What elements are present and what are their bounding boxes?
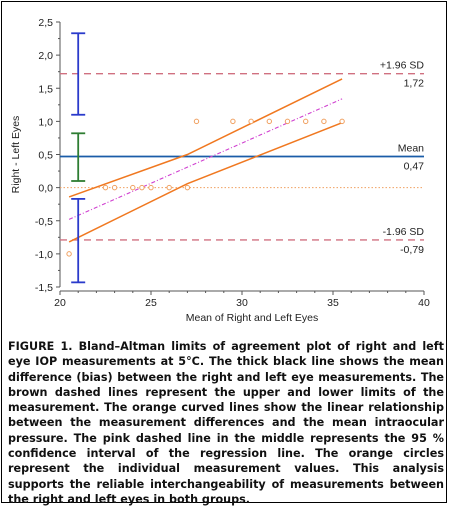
regression-ci-upper bbox=[68, 78, 343, 198]
y-tick-label: 1,0 bbox=[38, 116, 53, 128]
data-point bbox=[284, 118, 291, 125]
lower-loa-value: -0,79 bbox=[400, 244, 424, 256]
data-point bbox=[303, 118, 309, 125]
regression-line bbox=[68, 98, 343, 220]
bland-altman-plot: -1,5 -1,0 -0,5 0,0 0,5 1,0 1,5 2,0 2,5 20 25 30 35 40… bbox=[10, 17, 430, 324]
data-point bbox=[248, 118, 254, 125]
data-point bbox=[184, 184, 191, 191]
y-tick-label: -0,5 bbox=[35, 216, 53, 228]
data-point bbox=[139, 184, 145, 191]
caption-lead: FIGURE 1. bbox=[8, 340, 73, 353]
plot-axes: -1,5 -1,0 -0,5 0,0 0,5 1,0 1,5 2,0 2,5 20 25 30 35 40… bbox=[10, 17, 430, 324]
regression-ci-lower bbox=[68, 122, 343, 243]
data-point bbox=[66, 251, 72, 257]
data-point bbox=[148, 184, 154, 191]
y-tick-label: 0,5 bbox=[38, 150, 53, 162]
line-labels: +1.96 SD 1,72 Mean 0,47 -1.96 SD -0,79 bbox=[380, 60, 424, 256]
x-tick-label: 35 bbox=[327, 297, 339, 309]
y-tick-label: 1,5 bbox=[38, 83, 53, 95]
caption-text: Bland–Altman limits of agreement plot of… bbox=[8, 340, 444, 506]
data-point bbox=[230, 118, 236, 125]
y-tick-label: 2,5 bbox=[38, 17, 53, 29]
data-point bbox=[193, 118, 200, 125]
lower-loa-label: -1.96 SD bbox=[383, 226, 425, 238]
data-point bbox=[130, 184, 136, 191]
y-tick-label: -1,0 bbox=[35, 249, 53, 261]
data-point bbox=[321, 118, 327, 125]
y-tick-label: -1,5 bbox=[35, 282, 53, 294]
upper-loa-label: +1.96 SD bbox=[380, 60, 424, 72]
data-point bbox=[266, 118, 272, 125]
upper-loa-value: 1,72 bbox=[404, 78, 425, 90]
mean-value: 0,47 bbox=[404, 160, 425, 172]
x-tick-label: 30 bbox=[236, 297, 248, 309]
data-point bbox=[166, 184, 172, 191]
y-axis-label: Right - Left Eyes bbox=[10, 116, 22, 194]
data-points bbox=[66, 118, 345, 257]
reference-lines bbox=[60, 72, 424, 243]
y-tick-label: 0,0 bbox=[38, 183, 53, 195]
data-point bbox=[102, 184, 109, 191]
x-tick-label: 20 bbox=[54, 297, 66, 309]
x-axis-label: Mean of Right and Left Eyes bbox=[186, 312, 319, 324]
x-tick-label: 40 bbox=[418, 297, 430, 309]
figure-caption: FIGURE 1. Bland–Altman limits of agreeme… bbox=[8, 339, 444, 507]
y-tick-label: 2,0 bbox=[38, 50, 53, 62]
error-bars bbox=[71, 32, 86, 284]
data-point bbox=[339, 118, 345, 125]
x-tick-label: 25 bbox=[145, 297, 157, 309]
mean-label: Mean bbox=[398, 142, 424, 154]
data-point bbox=[111, 184, 118, 191]
